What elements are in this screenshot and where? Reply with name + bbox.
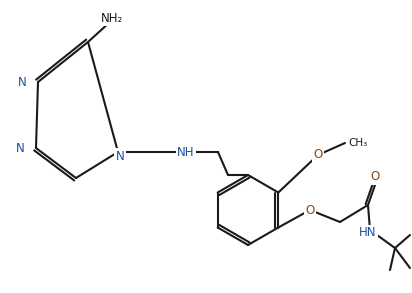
Text: N: N — [116, 149, 124, 163]
Text: N: N — [18, 76, 26, 88]
Text: CH₃: CH₃ — [348, 138, 367, 148]
Text: O: O — [305, 204, 315, 217]
Text: NH₂: NH₂ — [101, 11, 123, 25]
Text: O: O — [370, 171, 379, 183]
Text: NH: NH — [177, 146, 195, 159]
Text: HN: HN — [359, 226, 377, 239]
Text: O: O — [314, 149, 323, 161]
Text: N: N — [16, 142, 24, 154]
